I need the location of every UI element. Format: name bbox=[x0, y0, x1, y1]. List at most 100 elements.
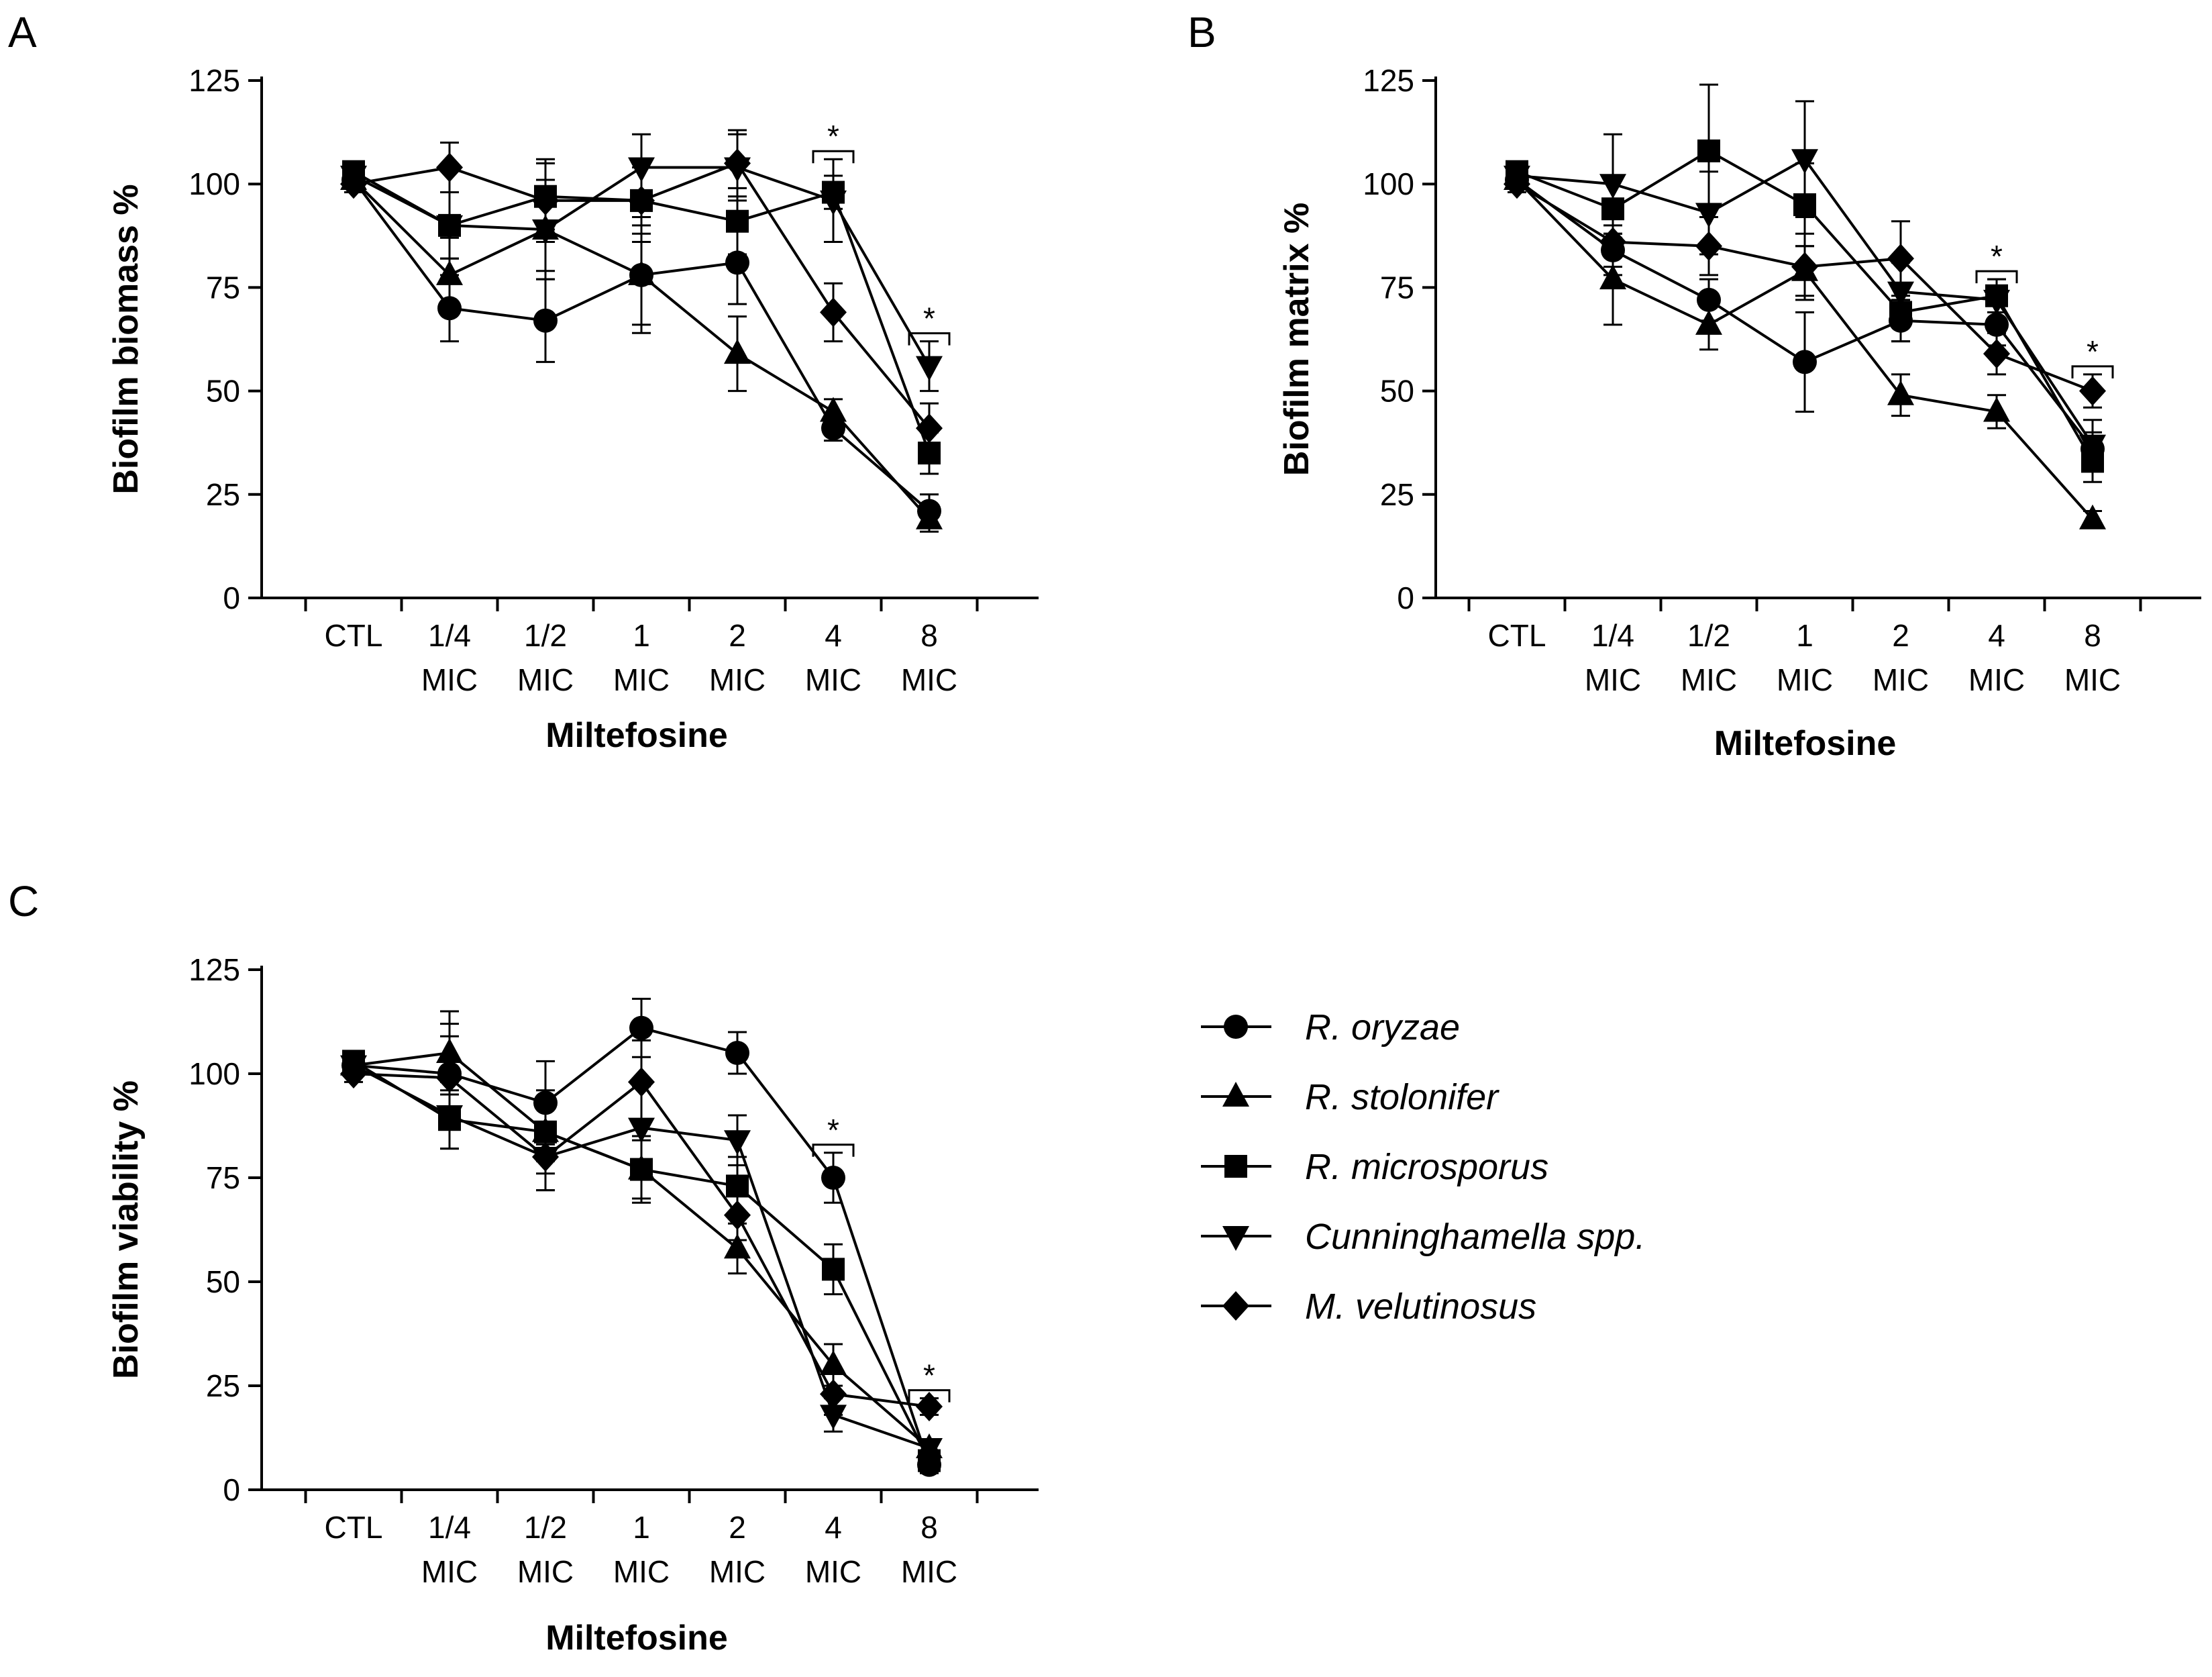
data-point bbox=[1983, 339, 2010, 369]
legend-item: M. velutinosus bbox=[1201, 1286, 1536, 1327]
x-tick-label: MIC bbox=[1777, 662, 1833, 697]
chart-panel-a: 0 25 50 75 100 125 CTL 1/4 MIC 1/2 MIC 1 MIC 2 MIC 4 MIC… bbox=[107, 63, 1039, 755]
data-point bbox=[1695, 309, 1722, 335]
x-tick-label: MIC bbox=[709, 1554, 766, 1589]
x-tick-label: MIC bbox=[709, 662, 766, 697]
data-point bbox=[436, 215, 463, 240]
x-tick-label: 1 bbox=[633, 618, 650, 653]
x-tick-label: MIC bbox=[517, 1554, 574, 1589]
x-tick-label: MIC bbox=[805, 1554, 861, 1589]
significance-star: * bbox=[827, 119, 839, 154]
y-tick-label: 125 bbox=[1363, 63, 1414, 98]
y-tick-label: 50 bbox=[1380, 374, 1414, 409]
data-point bbox=[1695, 231, 1722, 261]
data-point bbox=[533, 308, 558, 333]
data-point bbox=[1791, 252, 1818, 282]
significance-star: * bbox=[923, 301, 935, 336]
x-tick-label: MIC bbox=[1585, 662, 1641, 697]
y-axis-label: Biofilm viability % bbox=[107, 1080, 146, 1379]
x-tick-label: MIC bbox=[901, 1554, 957, 1589]
chart-panel-b: 0 25 50 75 100 125 CTL 1/4 MIC 1/2 MIC 1 MIC 2 MIC 4 MIC… bbox=[1277, 63, 2201, 763]
significance-bracket bbox=[1975, 270, 2018, 284]
data-point bbox=[724, 339, 751, 364]
legend-marker bbox=[1224, 1155, 1247, 1178]
significance-bracket bbox=[908, 332, 951, 346]
data-point bbox=[724, 1130, 751, 1156]
data-point bbox=[2079, 434, 2106, 460]
y-tick-label: 50 bbox=[206, 374, 240, 409]
data-point bbox=[2079, 504, 2106, 529]
x-tick-label: 1/4 bbox=[428, 1510, 471, 1545]
data-point bbox=[916, 1392, 943, 1421]
data-point bbox=[1793, 350, 1817, 374]
x-tick-label: CTL bbox=[325, 618, 383, 653]
data-point bbox=[1599, 227, 1626, 257]
data-point bbox=[724, 1200, 751, 1230]
x-tick-label: 1 bbox=[633, 1510, 650, 1545]
y-tick-label: 75 bbox=[1380, 270, 1414, 305]
significance-annotation: * bbox=[812, 119, 855, 164]
data-point bbox=[629, 1015, 653, 1040]
x-tick-label: MIC bbox=[2064, 662, 2121, 697]
data-point bbox=[436, 152, 463, 183]
x-axis-label: Miltefosine bbox=[545, 1619, 728, 1658]
y-tick-label: 50 bbox=[206, 1264, 240, 1299]
y-tick-label: 25 bbox=[1380, 477, 1414, 512]
y-tick-label: 0 bbox=[223, 1472, 240, 1507]
data-point bbox=[916, 413, 943, 444]
legend-label: Cunninghamella spp. bbox=[1305, 1217, 1645, 1257]
legend-label: M. velutinosus bbox=[1305, 1286, 1536, 1327]
y-tick-label: 0 bbox=[1397, 580, 1414, 615]
y-axis-label: Biofilm matrix % bbox=[1277, 203, 1316, 476]
significance-bracket bbox=[908, 1389, 951, 1403]
data-point bbox=[628, 260, 655, 285]
legend-label: R. oryzae bbox=[1305, 1007, 1460, 1048]
y-tick-label: 25 bbox=[206, 1368, 240, 1403]
x-tick-label: MIC bbox=[1681, 662, 1737, 697]
y-tick-label: 125 bbox=[189, 952, 240, 987]
legend-marker bbox=[1222, 1291, 1249, 1321]
data-point bbox=[1983, 397, 2010, 422]
y-tick-label: 100 bbox=[1363, 166, 1414, 201]
data-point bbox=[1983, 289, 2010, 315]
x-tick-label: 4 bbox=[825, 1510, 842, 1545]
legend-item: Cunninghamella spp. bbox=[1201, 1217, 1645, 1257]
data-point bbox=[916, 356, 943, 381]
x-tick-label: 1/2 bbox=[524, 1510, 567, 1545]
significance-bracket bbox=[812, 150, 855, 164]
series-m-velutinosus bbox=[340, 1035, 943, 1421]
data-point bbox=[820, 297, 847, 327]
y-tick-label: 25 bbox=[206, 477, 240, 512]
x-tick-label: CTL bbox=[1488, 618, 1546, 653]
legend-item: R. stolonifer bbox=[1201, 1077, 1499, 1117]
panel-a-letter: A bbox=[8, 8, 37, 56]
x-tick-label: MIC bbox=[805, 662, 861, 697]
data-point bbox=[628, 185, 655, 215]
y-tick-label: 0 bbox=[223, 580, 240, 615]
significance-annotation: * bbox=[908, 1358, 951, 1403]
panel-c-letter: C bbox=[8, 877, 39, 925]
significance-bracket bbox=[812, 1144, 855, 1157]
y-tick-label: 100 bbox=[189, 1056, 240, 1091]
significance-star: * bbox=[923, 1358, 935, 1393]
x-tick-label: 2 bbox=[729, 1510, 746, 1545]
legend-label: R. microsporus bbox=[1305, 1147, 1548, 1187]
data-point bbox=[1599, 264, 1626, 290]
data-point bbox=[821, 1166, 845, 1190]
data-point bbox=[725, 250, 749, 275]
data-point bbox=[822, 1258, 845, 1281]
series-m-velutinosus bbox=[1504, 169, 2106, 409]
data-point bbox=[820, 1379, 847, 1409]
data-point bbox=[1791, 149, 1818, 174]
x-tick-label: MIC bbox=[1873, 662, 1929, 697]
data-point bbox=[1599, 174, 1626, 199]
x-tick-label: 8 bbox=[2084, 618, 2101, 653]
y-tick-label: 125 bbox=[189, 63, 240, 98]
legend-marker bbox=[1224, 1015, 1248, 1039]
data-point bbox=[1504, 169, 1530, 199]
data-point bbox=[726, 209, 749, 233]
data-point bbox=[821, 416, 845, 441]
data-point bbox=[436, 260, 463, 285]
x-axis-label: Miltefosine bbox=[545, 716, 728, 755]
